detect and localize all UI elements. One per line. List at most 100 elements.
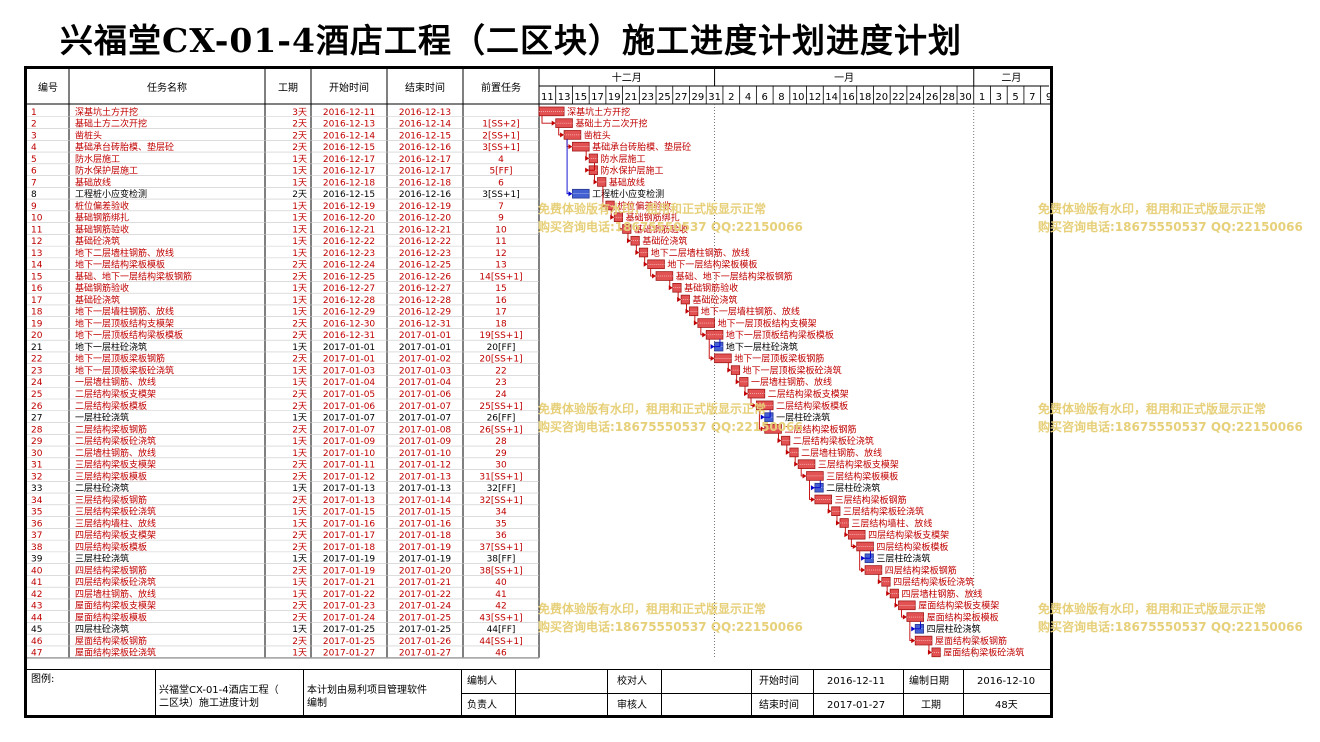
- task-id: 42: [31, 590, 42, 600]
- task-end: 2016-12-18: [399, 178, 452, 188]
- task-id: 21: [31, 343, 42, 353]
- dependency-link: [809, 480, 814, 500]
- task-id: 16: [31, 284, 43, 294]
- bar-label: 基础、地下一层结构梁板钢筋: [676, 270, 793, 282]
- task-duration: 1天: [292, 366, 307, 376]
- dependency-link: [541, 115, 555, 124]
- task-duration: 2天: [292, 272, 307, 282]
- task-id: 45: [31, 625, 42, 635]
- task-id: 29: [31, 437, 43, 447]
- dependency-link: [758, 409, 764, 430]
- task-start: 2017-01-24: [323, 613, 376, 623]
- task-duration: 2天: [292, 131, 307, 141]
- task-pred: 26[SS+1]: [479, 425, 522, 435]
- task-name: 四层墙柱钢筋、放线: [75, 588, 156, 600]
- task-start: 2017-01-12: [323, 472, 375, 482]
- task-duration: 2天: [292, 461, 307, 471]
- task-name: 二层结构梁板钢筋: [75, 423, 147, 435]
- checker-label: 校对人: [617, 676, 647, 687]
- task-start: 2016-12-11: [323, 108, 375, 118]
- reviewer-label: 审核人: [617, 700, 647, 711]
- task-pred: 28: [495, 437, 507, 447]
- task-pred: 4: [498, 155, 504, 165]
- task-duration: 2天: [292, 402, 307, 412]
- dependency-arrow: [710, 355, 715, 361]
- task-start: 2017-01-15: [323, 508, 375, 518]
- task-duration: 1天: [292, 484, 307, 494]
- task-pred: 22: [495, 366, 506, 376]
- task-name: 屋面结构梁板模板: [75, 611, 147, 623]
- task-duration: 1天: [292, 167, 307, 177]
- project-name: 兴福堂CX-01-4酒店工程（ 二区块）施工进度计划: [159, 685, 279, 709]
- task-end: 2017-01-13: [399, 472, 451, 482]
- task-end: 2017-01-18: [399, 531, 452, 541]
- dependency-arrow: [827, 508, 832, 514]
- task-id: 38: [31, 543, 43, 553]
- task-id: 15: [31, 272, 42, 282]
- task-duration: 1天: [292, 625, 307, 635]
- task-duration: 2天: [292, 496, 307, 506]
- page-title: 兴福堂CX-01-4酒店工程（二区块）施工进度计划进度计划: [60, 21, 962, 60]
- task-duration: 1天: [292, 249, 307, 259]
- day-label: 18: [859, 92, 872, 103]
- bar-label: 基础放线: [609, 176, 645, 188]
- day-label: 23: [641, 92, 654, 103]
- dependency-link: [864, 550, 871, 559]
- task-name: 一层墙柱钢筋、放线: [75, 376, 156, 388]
- dependency-arrow: [643, 261, 648, 267]
- task-end: 2016-12-13: [399, 108, 451, 118]
- task-pred: 31[SS+1]: [479, 472, 522, 482]
- month-label: 一月: [834, 72, 854, 84]
- task-start: 2017-01-27: [323, 649, 375, 659]
- task-duration: 1天: [292, 555, 307, 565]
- bar-label: 三层结构墙柱、放线: [851, 517, 932, 529]
- task-start: 2016-12-17: [323, 155, 375, 165]
- task-start: 2017-01-11: [323, 461, 375, 471]
- task-pred: 30: [495, 461, 507, 471]
- bar-label: 一层墙柱钢筋、放线: [751, 376, 832, 388]
- task-id: 24: [31, 378, 43, 388]
- task-end: 2016-12-21: [399, 225, 451, 235]
- task-end: 2016-12-27: [399, 284, 451, 294]
- bar-label: 三层结构梁板支模架: [818, 459, 899, 471]
- task-id: 12: [31, 237, 42, 247]
- bar-label: 二层结构梁板模板: [776, 400, 848, 412]
- bar-label: 三层结构梁板模板: [826, 470, 898, 482]
- task-pred: 5[FF]: [489, 167, 512, 177]
- bar-label: 基础钢筋绑扎: [626, 212, 680, 224]
- task-id: 2: [31, 120, 37, 130]
- task-end: 2017-01-22: [399, 590, 451, 600]
- bar-label: 基础钢筋验收: [634, 223, 688, 235]
- task-start: 2017-01-10: [323, 449, 376, 459]
- task-id: 13: [31, 249, 42, 259]
- task-id: 32: [31, 472, 42, 482]
- task-end: 2017-01-25: [399, 625, 451, 635]
- dependency-arrow: [735, 379, 740, 385]
- task-start: 2016-12-15: [323, 143, 375, 153]
- bar-label: 四层结构梁板支模架: [868, 529, 949, 541]
- dependency-link: [909, 621, 915, 642]
- bar-label: 二层墙柱钢筋、放线: [801, 447, 882, 459]
- task-duration: 2天: [292, 472, 307, 482]
- task-id: 34: [31, 496, 43, 506]
- dependency-link: [588, 162, 595, 171]
- task-duration: 1天: [292, 508, 307, 518]
- dependency-arrow: [810, 485, 815, 491]
- task-name: 二层柱砼浇筑: [75, 482, 129, 494]
- compile-value: 2016-12-10: [977, 676, 1036, 687]
- task-end: 2016-12-23: [399, 249, 451, 259]
- bar-label: 屋面结构梁板支模架: [918, 600, 999, 612]
- task-id: 30: [31, 449, 43, 459]
- task-end: 2017-01-19: [399, 543, 452, 553]
- task-name: 基础放线: [75, 176, 111, 188]
- task-name: 三层结构梁板支模架: [75, 459, 156, 471]
- day-label: 11: [541, 92, 554, 103]
- bar-label: 三层结构梁板砼浇筑: [843, 506, 924, 518]
- task-start: 2016-12-29: [323, 308, 376, 318]
- task-name: 地下二层墙柱钢筋、放线: [75, 247, 174, 259]
- task-end: 2017-01-25: [399, 613, 451, 623]
- task-start: 2017-01-01: [323, 343, 375, 353]
- task-start: 2017-01-21: [323, 578, 375, 588]
- dependency-arrow: [861, 567, 866, 573]
- task-name: 地下一层顶板梁板钢筋: [75, 353, 165, 365]
